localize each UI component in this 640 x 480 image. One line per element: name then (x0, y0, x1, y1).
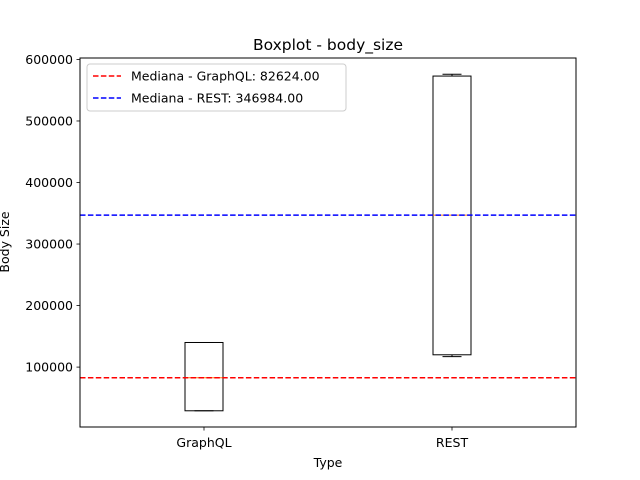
y-axis-label: Body Size (0, 211, 12, 272)
y-tick-label: 200000 (25, 298, 73, 313)
x-axis-ticks: GraphQL REST (176, 427, 468, 450)
y-tick-label: 400000 (25, 175, 73, 190)
plot-area (80, 73, 576, 412)
x-tick-label: REST (436, 435, 469, 450)
y-axis-ticks: 100000 200000 300000 400000 500000 600000 (25, 52, 80, 375)
box-graphql (184, 341, 224, 412)
legend-label: Mediana - GraphQL: 82624.00 (131, 69, 320, 84)
y-tick-label: 300000 (25, 237, 73, 252)
legend-label: Mediana - REST: 346984.00 (131, 91, 303, 106)
x-axis-label: Type (313, 455, 343, 470)
y-tick-label: 100000 (25, 360, 73, 375)
y-tick-label: 500000 (25, 113, 73, 128)
box-iqr (184, 341, 224, 412)
y-tick-label: 600000 (25, 52, 73, 67)
plot-frame (79, 57, 577, 428)
x-tick-label: GraphQL (176, 435, 231, 450)
legend-frame (86, 63, 347, 112)
chart-title: Boxplot - body_size (253, 36, 403, 55)
legend: Mediana - GraphQL: 82624.00 Mediana - RES… (86, 63, 347, 112)
